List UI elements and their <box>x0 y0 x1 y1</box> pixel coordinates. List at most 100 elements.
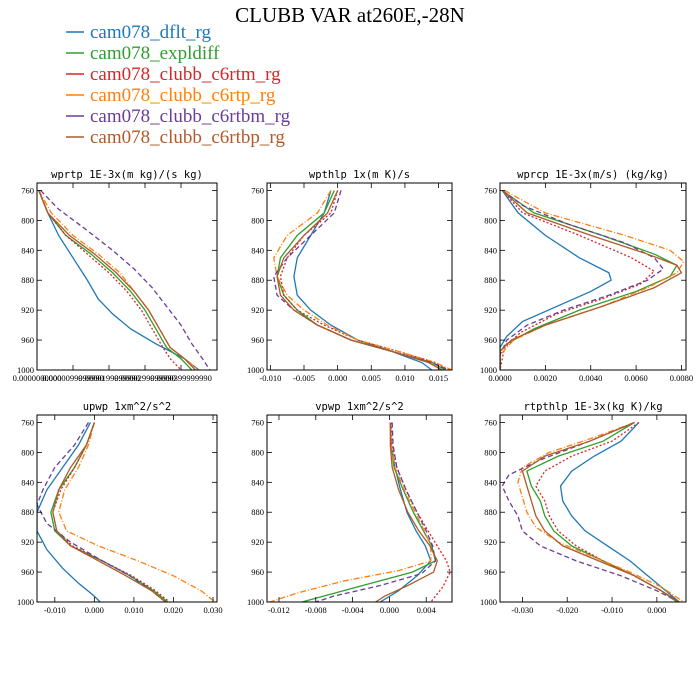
y-tick-label: 960 <box>21 335 34 345</box>
series-line <box>276 190 443 370</box>
x-tick-label: -0.010 <box>601 605 623 615</box>
x-tick-label: 0.020 <box>164 605 183 615</box>
x-tick-label: -0.005 <box>293 373 315 383</box>
y-tick-label: 840 <box>21 245 34 255</box>
y-tick-label: 760 <box>484 185 497 195</box>
y-tick-label: 920 <box>484 305 497 315</box>
plot-frame <box>266 182 453 371</box>
y-tick-label: 1000 <box>480 597 497 607</box>
series-line <box>526 421 678 602</box>
series-line <box>390 422 451 602</box>
x-tick-label: 0.0000299999990 <box>114 373 176 383</box>
y-tick-label: 800 <box>21 215 34 225</box>
y-tick-label: 1000 <box>247 365 264 375</box>
y-tick-label: 880 <box>484 275 497 285</box>
y-tick-label: 840 <box>251 477 264 487</box>
series-line <box>58 422 216 602</box>
y-tick-label: 880 <box>251 507 264 517</box>
series-line <box>37 422 166 602</box>
series-line <box>40 190 211 370</box>
y-tick-label: 800 <box>21 447 34 457</box>
plot-frame <box>499 182 687 371</box>
x-tick-label: 0.0020 <box>534 373 557 383</box>
y-tick-label: 840 <box>484 477 497 487</box>
series-line <box>500 190 656 370</box>
y-tick-label: 840 <box>251 245 264 255</box>
legend-label: cam078_clubb_c6rtp_rg <box>90 85 276 106</box>
panel-title: wprcp 1E-3x(m/s) (kg/kg) <box>517 169 669 181</box>
series-line <box>559 422 680 602</box>
x-tick-label: 0.030 <box>203 605 222 615</box>
panel-1: wprtp 1E-3x(m kg)/(s kg) 760 800 840 880 920 9… <box>13 169 218 383</box>
x-tick-label: 0.000 <box>380 605 399 615</box>
y-tick-label: 960 <box>21 567 34 577</box>
y-tick-label: 800 <box>484 447 497 457</box>
x-tick-label: -0.012 <box>268 605 290 615</box>
series-line <box>315 422 437 602</box>
y-tick-label: 760 <box>21 185 34 195</box>
y-tick-label: 920 <box>21 537 34 547</box>
y-tick-label: 760 <box>251 185 264 195</box>
y-tick-label: 1000 <box>17 365 34 375</box>
series-line <box>38 190 196 370</box>
series-line <box>273 190 452 370</box>
y-tick-label: 960 <box>251 567 264 577</box>
panel-2: wpthlp 1x(m K)/s7608008408809209601000-0… <box>247 169 453 383</box>
y-tick-label: 1000 <box>247 597 264 607</box>
y-tick-label: 840 <box>21 477 34 487</box>
x-tick-label: -0.004 <box>342 605 365 615</box>
y-tick-label: 880 <box>21 507 34 517</box>
series-line <box>52 422 170 602</box>
plot-frame <box>36 414 218 603</box>
y-tick-label: 920 <box>484 537 497 547</box>
x-tick-label: 0.000 <box>647 605 666 615</box>
x-tick-label: 0.015 <box>429 373 448 383</box>
x-tick-label: 0.0080 <box>670 373 693 383</box>
panel-3: wprcp 1E-3x(m/s) (kg/kg) 760 800 840 880 920 9… <box>480 169 693 383</box>
y-tick-label: 880 <box>484 507 497 517</box>
y-tick-label: 880 <box>251 275 264 285</box>
y-tick-label: 840 <box>484 245 497 255</box>
legend-label: cam078_clubb_c6rtbm_rg <box>90 106 291 127</box>
x-tick-label: -0.020 <box>556 605 578 615</box>
series-group <box>501 421 685 602</box>
series-line <box>500 189 683 370</box>
x-tick-label: 0.0000099999990 <box>42 373 104 383</box>
plot-frame <box>499 414 687 603</box>
y-tick-label: 800 <box>251 215 264 225</box>
x-tick-label: 0.0000000000 <box>13 373 62 383</box>
series-group <box>500 189 685 370</box>
x-tick-label: -0.008 <box>305 605 327 615</box>
series-line <box>535 421 680 602</box>
y-tick-label: 920 <box>251 537 264 547</box>
x-tick-label: 0.0000 <box>488 373 511 383</box>
series-line <box>500 189 685 370</box>
legend-label: cam078_clubb_c6rtbp_rg <box>90 127 285 148</box>
series-line <box>50 422 168 602</box>
series-line <box>521 421 680 602</box>
x-tick-label: 0.0040 <box>579 373 602 383</box>
y-tick-label: 760 <box>21 417 34 427</box>
series-line <box>500 189 665 370</box>
panel-title: upwp 1xm^2/s^2 <box>83 401 172 413</box>
legend-label: cam078_expldiff <box>90 43 220 64</box>
x-tick-label: 0.004 <box>417 605 437 615</box>
series-line <box>500 190 612 370</box>
panel-4: upwp 1xm^2/s^2 760 800 840 880 920 960 1000 -0.0… <box>17 401 223 615</box>
panel-title: wprtp 1E-3x(m kg)/(s kg) <box>51 169 203 181</box>
x-tick-label: 0.010 <box>395 373 414 383</box>
y-tick-label: 960 <box>484 567 497 577</box>
x-tick-label: -0.030 <box>511 605 533 615</box>
series-line <box>37 422 101 602</box>
series-line <box>379 422 432 602</box>
series-line <box>501 421 680 602</box>
x-tick-label: 0.0000199999990 <box>78 373 140 383</box>
series-line <box>279 190 449 370</box>
series-line <box>500 189 678 370</box>
y-tick-label: 760 <box>484 417 497 427</box>
y-tick-label: 960 <box>484 335 497 345</box>
series-line <box>269 422 432 602</box>
panel-5: vpwp 1xm^2/s^2 760 800 840 880 920 960 1000 -0.0… <box>247 401 453 615</box>
y-tick-label: 1000 <box>17 597 34 607</box>
